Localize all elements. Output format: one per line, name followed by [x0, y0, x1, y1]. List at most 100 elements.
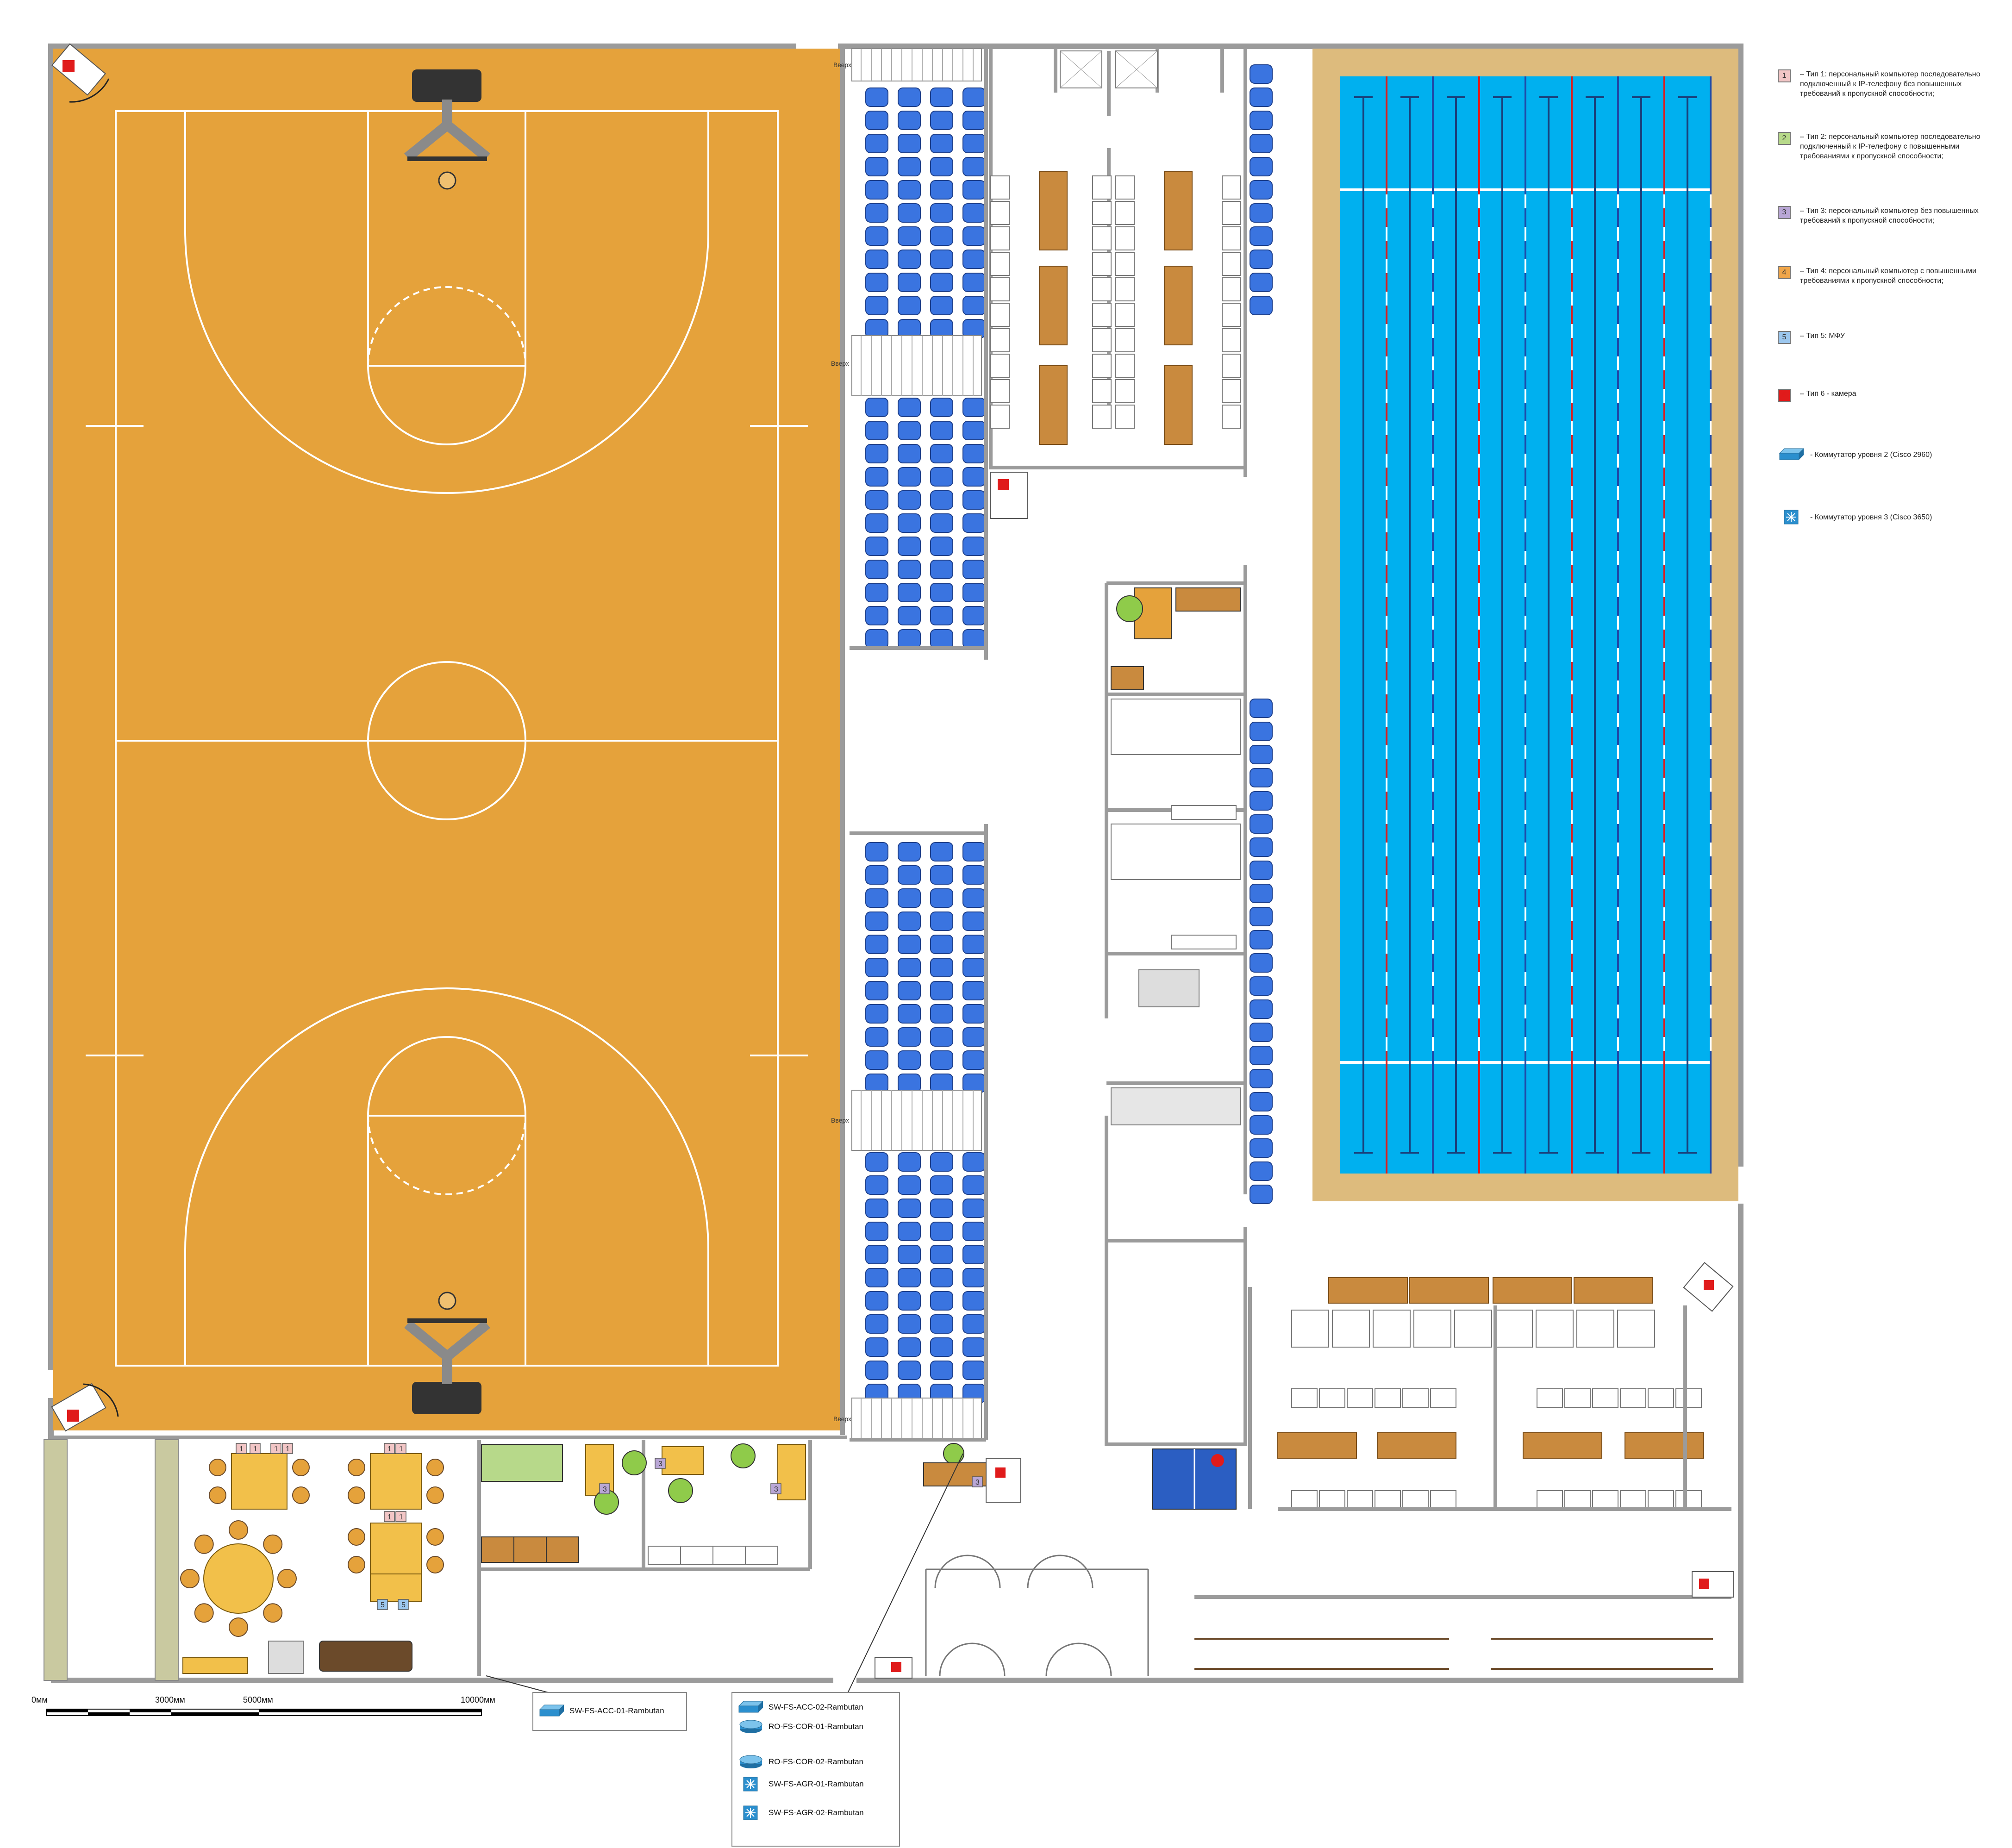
device-badge-label: 1: [274, 1445, 278, 1453]
seat: [865, 1050, 888, 1070]
seat: [865, 398, 888, 417]
stairs-label-4: Вверх: [833, 1415, 851, 1423]
seat: [1250, 814, 1273, 834]
seat: [962, 157, 986, 176]
seat: [898, 1199, 921, 1218]
seat: [865, 865, 888, 885]
seat: [962, 958, 986, 977]
seat: [898, 203, 921, 223]
device-badge-label: 1: [253, 1445, 257, 1453]
seat: [1250, 907, 1273, 926]
seat: [1250, 111, 1273, 130]
seat: [930, 606, 953, 625]
seat: [865, 203, 888, 223]
seat: [1250, 791, 1273, 811]
seat: [865, 134, 888, 153]
seat: [1250, 1069, 1273, 1088]
legend-text-3: – Тип 3: персональный компьютер без повы…: [1800, 207, 1979, 225]
device-acc01: SW-FS-ACC-01-Rambutan: [569, 1706, 664, 1715]
seat: [1250, 1138, 1273, 1158]
seat: [930, 912, 953, 931]
seat: [962, 1050, 986, 1070]
seat: [1250, 837, 1273, 857]
seat: [1250, 64, 1273, 84]
seat: [930, 203, 953, 223]
seat: [1250, 768, 1273, 787]
interior-walls: [850, 46, 1247, 1446]
seat: [962, 273, 986, 292]
legend-switch-l3: - Коммутатор уровня 3 (Cisco 3650): [1778, 509, 2000, 525]
seat: [1250, 699, 1273, 718]
seat: [962, 1004, 986, 1024]
office-3: [1111, 587, 1241, 690]
seat: [1250, 861, 1273, 880]
device-badge-label: 5: [401, 1601, 406, 1609]
seat: [1250, 273, 1273, 292]
seat: [898, 444, 921, 463]
seat: [898, 629, 921, 649]
seat: [898, 490, 921, 510]
legend-text-1: – Тип 1: персональный компьютер последов…: [1800, 70, 1981, 98]
round-table: [203, 1543, 274, 1614]
seat: [930, 1268, 953, 1287]
legend-badge-3: 3: [1778, 206, 1791, 219]
seat: [865, 935, 888, 954]
label-core-box: SW-FS-ACC-02-Rambutan RO-FS-COR-01-Rambu…: [731, 1692, 900, 1847]
seat: [962, 467, 986, 487]
scale-label-3000: 3000мм: [155, 1695, 185, 1704]
seat: [1250, 884, 1273, 903]
seat: [962, 250, 986, 269]
legend-type-5: 5 – Тип 5: МФУ: [1778, 331, 2000, 344]
seat: [1250, 953, 1273, 973]
seat: [898, 1245, 921, 1264]
seat: [898, 226, 921, 246]
device-badge: [395, 1443, 406, 1454]
legend-badge-4: 4: [1778, 266, 1791, 279]
seat: [898, 134, 921, 153]
seat: [962, 1175, 986, 1195]
seat: [962, 513, 986, 533]
seat: [930, 1199, 953, 1218]
seat: [1250, 930, 1273, 949]
legend-type-2: 2 – Тип 2: персональный компьютер послед…: [1778, 132, 2000, 161]
seat: [898, 981, 921, 1000]
legend-text-2: – Тип 2: персональный компьютер последов…: [1800, 133, 1981, 160]
legend-badge-6: 6: [1778, 389, 1791, 402]
device-badge-label: 1: [399, 1445, 403, 1453]
seat: [898, 1337, 921, 1357]
seat: [930, 958, 953, 977]
seat: [1250, 87, 1273, 107]
device-badge-label: 1: [286, 1445, 290, 1453]
seat: [962, 865, 986, 885]
device-badge: [270, 1443, 281, 1454]
seat: [930, 1291, 953, 1311]
device-badge-label: 1: [387, 1445, 392, 1453]
seat: [962, 1245, 986, 1264]
seat: [930, 444, 953, 463]
seat: [962, 606, 986, 625]
seat: [898, 865, 921, 885]
camera-pool-east: [1683, 1262, 1734, 1312]
seat: [930, 1361, 953, 1380]
seat: [962, 134, 986, 153]
seat: [865, 842, 888, 862]
seat: [930, 87, 953, 107]
grandstand-seating: [865, 87, 986, 1403]
entrance-doors: [925, 1555, 1149, 1676]
device-badge: [395, 1511, 406, 1522]
seat: [865, 1175, 888, 1195]
legend-type-3: 3 – Тип 3: персональный компьютер без по…: [1778, 206, 2000, 225]
seat: [962, 444, 986, 463]
seat: [1250, 203, 1273, 223]
seat: [898, 398, 921, 417]
pool-seating: [1250, 64, 1273, 1204]
seat: [1250, 1185, 1273, 1204]
seat: [930, 1027, 953, 1047]
device-badge-label: 1: [239, 1445, 244, 1453]
device-badge: [599, 1483, 610, 1494]
seat: [962, 1199, 986, 1218]
stairs-label-2: Вверх: [831, 360, 849, 367]
seat: [962, 226, 986, 246]
seat: [962, 537, 986, 556]
seat: [898, 111, 921, 130]
